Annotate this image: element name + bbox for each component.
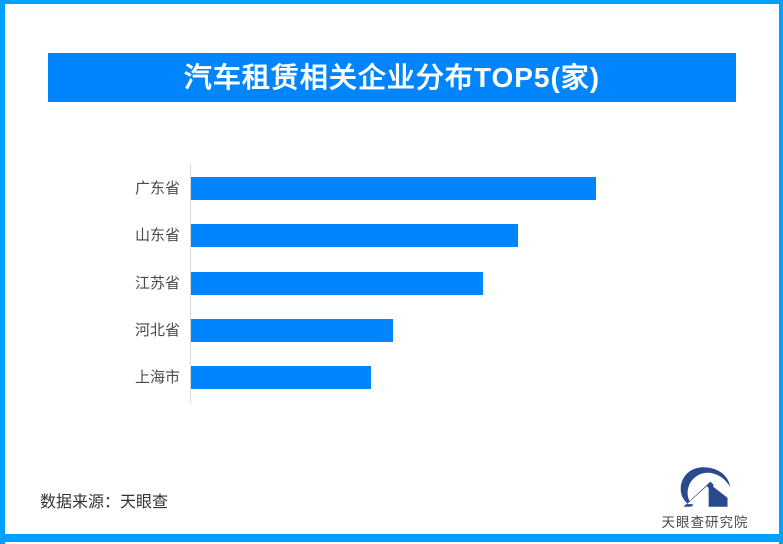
tianyancha-research-logo: 天眼查研究院	[650, 465, 760, 531]
category-label: 广东省	[134, 180, 180, 197]
frame-border-right	[779, 0, 783, 544]
bar-hebei	[191, 319, 393, 342]
chart-title: 汽车租赁相关企业分布TOP5(家)	[183, 61, 601, 93]
category-label: 山东省	[134, 227, 180, 244]
frame-border-top	[0, 0, 783, 4]
tianyancha-logo-icon	[680, 467, 731, 507]
frame-border-bottom	[0, 534, 783, 542]
y-axis-line	[190, 164, 191, 403]
category-label: 江苏省	[134, 275, 180, 292]
data-source-note: 数据来源：天眼查	[40, 494, 169, 511]
bar-shandong	[191, 224, 518, 247]
logo-text: 天眼查研究院	[661, 515, 749, 530]
bar-shanghai	[191, 366, 371, 389]
bar-jiangsu	[191, 272, 483, 295]
title-banner: 汽车租赁相关企业分布TOP5(家)	[48, 53, 736, 102]
bar-guangdong	[191, 177, 596, 200]
frame-border-left	[0, 0, 5, 544]
category-label: 河北省	[134, 322, 180, 339]
category-label: 上海市	[134, 369, 180, 386]
